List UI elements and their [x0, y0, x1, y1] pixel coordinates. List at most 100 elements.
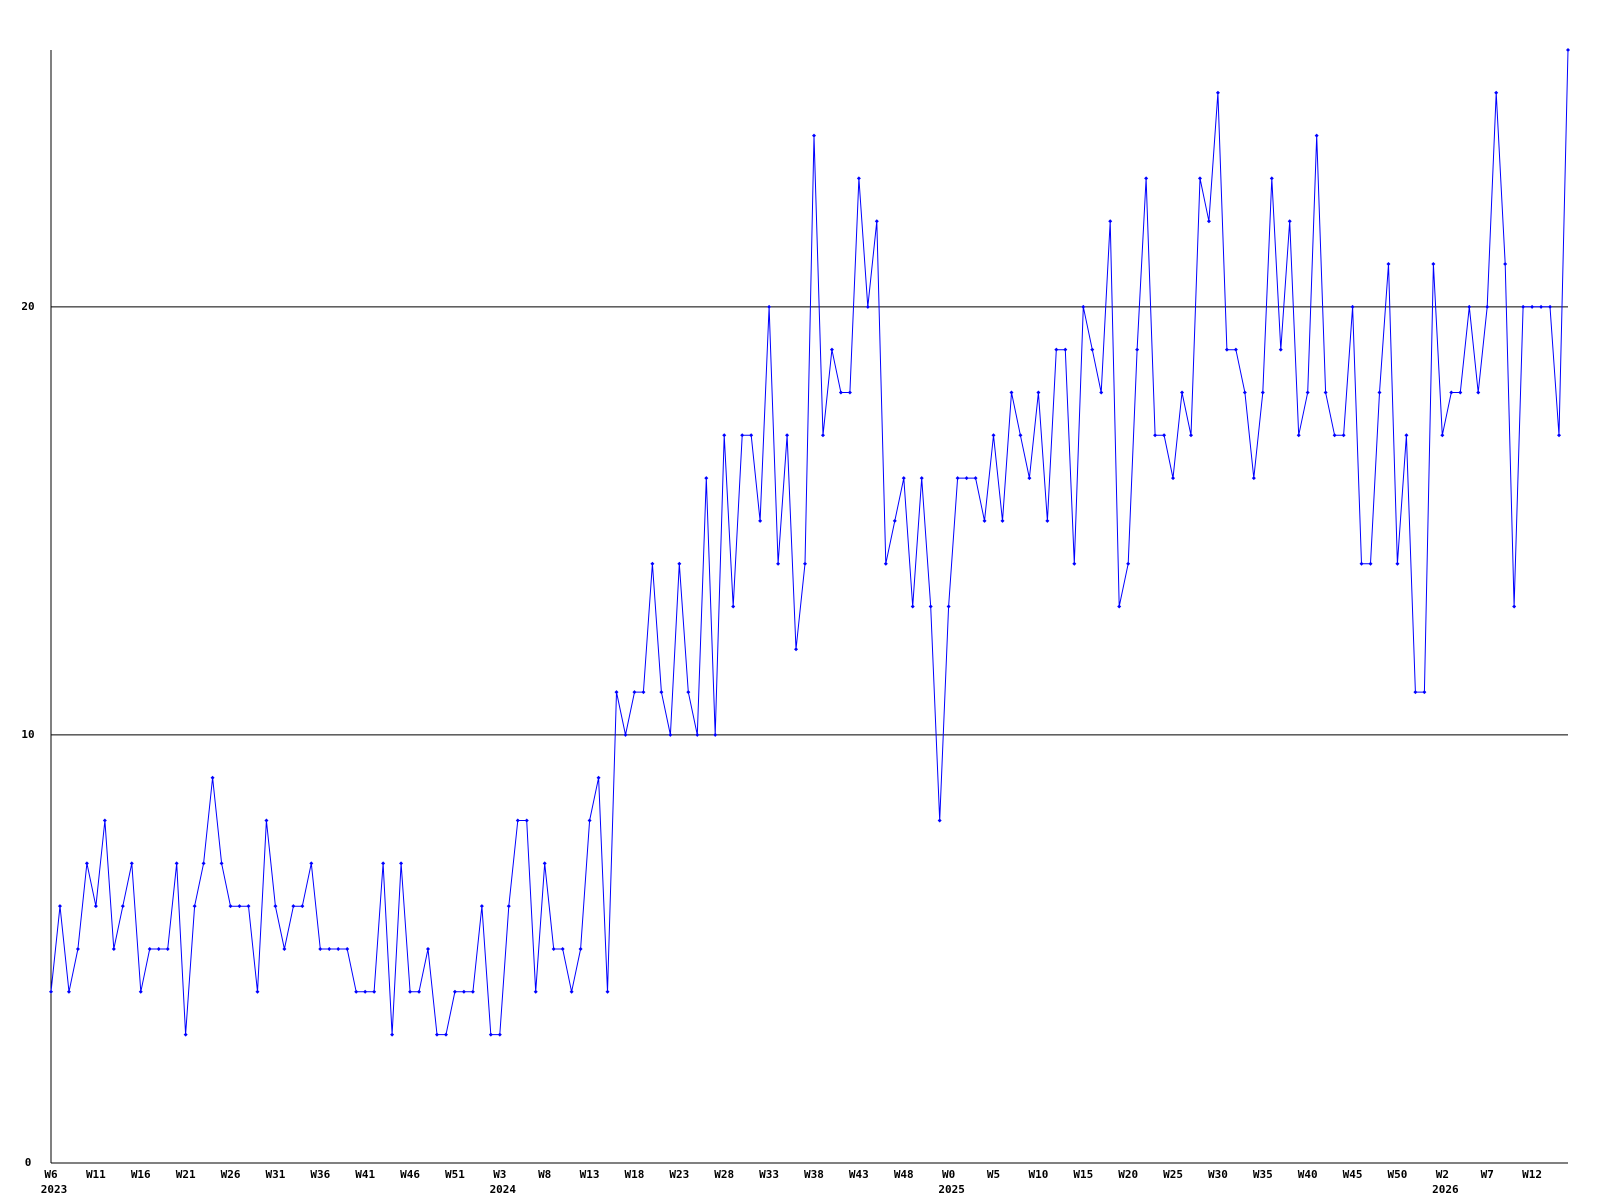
point: [1368, 561, 1373, 566]
point: [713, 732, 718, 737]
point: [1251, 476, 1256, 481]
point: [228, 904, 233, 909]
point: [686, 690, 691, 695]
point: [461, 989, 466, 994]
point: [865, 304, 870, 309]
point: [1063, 347, 1068, 352]
y-tick-label: 10: [21, 728, 34, 741]
point: [587, 818, 592, 823]
point: [1557, 433, 1562, 438]
point: [641, 690, 646, 695]
point: [426, 946, 431, 951]
x-tick-label: W3: [493, 1168, 506, 1181]
point: [856, 176, 861, 181]
point: [219, 861, 224, 866]
point: [246, 904, 251, 909]
x-tick-label: W20: [1118, 1168, 1138, 1181]
point: [1108, 219, 1113, 224]
point: [883, 561, 888, 566]
point: [273, 904, 278, 909]
point: [928, 604, 933, 609]
point: [650, 561, 655, 566]
point: [183, 1032, 188, 1037]
point: [390, 1032, 395, 1037]
point: [49, 989, 53, 994]
x-tick-label: W16: [131, 1168, 151, 1181]
point: [533, 989, 538, 994]
point: [820, 433, 825, 438]
line: [50, 49, 1569, 1036]
point: [372, 989, 377, 994]
x-tick-label: W12: [1522, 1168, 1542, 1181]
point: [542, 861, 547, 866]
point: [93, 904, 98, 909]
point: [1341, 433, 1346, 438]
point: [156, 946, 161, 951]
x-tick-label: W23: [669, 1168, 689, 1181]
point: [1072, 561, 1077, 566]
point: [964, 476, 969, 481]
point: [255, 989, 260, 994]
point: [794, 647, 799, 652]
point: [1180, 390, 1185, 395]
x-tick-label: W51: [445, 1168, 465, 1181]
point: [524, 818, 529, 823]
x-tick-label: W48: [894, 1168, 914, 1181]
point: [201, 861, 206, 866]
point: [1332, 433, 1337, 438]
point: [749, 433, 754, 438]
point: [470, 989, 475, 994]
point: [237, 904, 242, 909]
point: [515, 818, 520, 823]
point: [264, 818, 269, 823]
point: [452, 989, 457, 994]
point: [874, 219, 879, 224]
point: [1422, 690, 1427, 695]
x-year-label: 2026: [1432, 1183, 1459, 1196]
x-tick-label: W28: [714, 1168, 734, 1181]
point: [1090, 347, 1095, 352]
point: [1359, 561, 1364, 566]
point: [1377, 390, 1382, 395]
x-tick-label: W40: [1298, 1168, 1318, 1181]
point: [1188, 433, 1193, 438]
point: [84, 861, 89, 866]
point: [120, 904, 125, 909]
point: [1162, 433, 1167, 438]
x-tick-label: W38: [804, 1168, 824, 1181]
x-tick-label: W26: [221, 1168, 241, 1181]
x-tick-label: W8: [538, 1168, 551, 1181]
point: [1018, 433, 1023, 438]
point: [1036, 390, 1041, 395]
point: [1314, 133, 1319, 138]
point: [955, 476, 960, 481]
point: [569, 989, 574, 994]
point: [776, 561, 781, 566]
point: [1287, 219, 1292, 224]
point: [291, 904, 296, 909]
point: [1296, 433, 1301, 438]
point: [847, 390, 852, 395]
point: [102, 818, 107, 823]
point: [1548, 304, 1553, 309]
x-year-label: 2023: [41, 1183, 68, 1196]
point: [66, 989, 71, 994]
y-tick-label: 20: [21, 300, 34, 313]
point: [695, 732, 700, 737]
point: [668, 732, 673, 737]
point: [443, 1032, 448, 1037]
point: [901, 476, 906, 481]
point: [1458, 390, 1463, 395]
point: [1197, 176, 1202, 181]
point: [1054, 347, 1059, 352]
point: [75, 946, 80, 951]
point: [1539, 304, 1544, 309]
point: [910, 604, 915, 609]
point: [1000, 518, 1005, 523]
point: [1278, 347, 1283, 352]
x-tick-label: W21: [176, 1168, 196, 1181]
point: [434, 1032, 439, 1037]
point: [704, 476, 709, 481]
point: [937, 818, 942, 823]
